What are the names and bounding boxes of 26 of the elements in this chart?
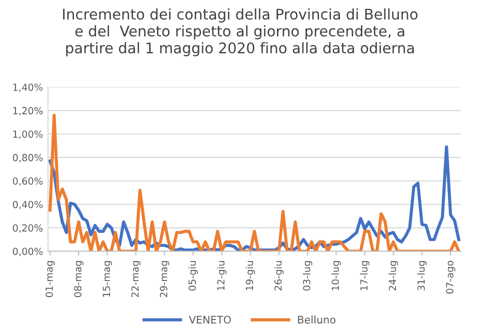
legend-label: Belluno [298,316,336,324]
y-tick-label: 0,80% [12,154,43,162]
y-tick-label: 1,20% [13,107,43,116]
y-tick-label: 0,00% [12,248,43,256]
x-tick-label: 12-giu [217,261,226,290]
y-tick-label: 1,40% [13,84,43,92]
x-tick-label: 07-ago [446,260,456,294]
x-tick-label: 03-lug [302,261,312,291]
x-tick-label: 24-lug [388,261,398,290]
y-tick-label: 1,00% [13,130,43,139]
x-tick-label: 10-lug [331,261,341,290]
y-tick-label: 0,20% [12,224,43,233]
chart-title: Incremento dei contagi della Provincia di Belluno e del Veneto rispetto al giorno precendete, a partire dal 1 maggio 2020 fino alla data odierna [63,8,418,56]
x-tick-label: 17-lug [360,261,370,290]
legend-label: VENETO [188,316,231,324]
x-tick-label: 01-mag [46,261,55,298]
x-tick-label: 26-giu [274,261,284,290]
x-tick-label: 31-lug [417,261,427,290]
y-tick-label: 0,60% [12,177,43,186]
x-tick-label: 15-mag [102,261,112,297]
x-tick-label: 08-mag [74,261,84,298]
x-tick-label: 19-giu [246,261,256,290]
x-tick-label: 22-mag [131,261,141,298]
x-tick-label: 05-giu [188,261,198,291]
x-tick-label: 29-mag [160,261,170,298]
y-tick-label: 0,40% [12,200,43,210]
